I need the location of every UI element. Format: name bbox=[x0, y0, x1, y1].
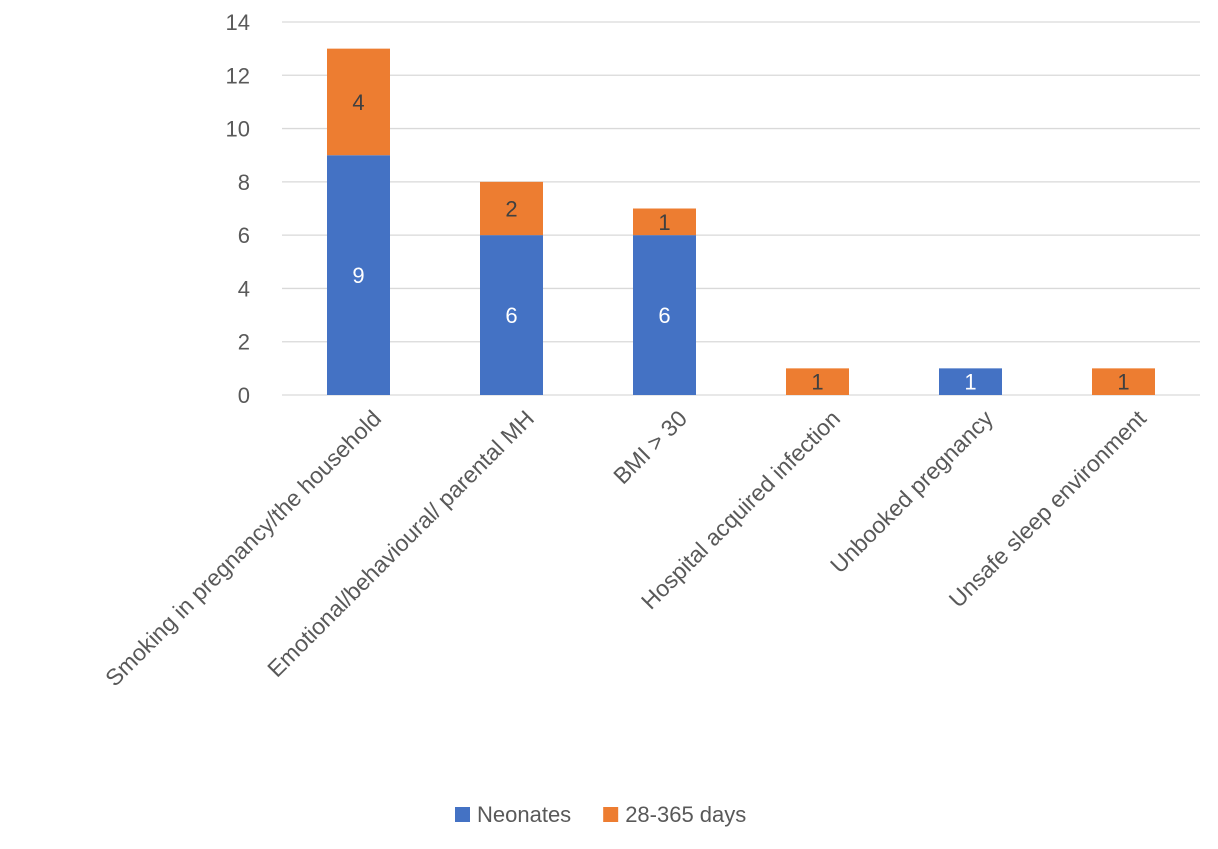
y-tick-label: 12 bbox=[226, 63, 250, 88]
bar-segment bbox=[327, 48, 390, 156]
legend-swatch bbox=[603, 807, 619, 822]
x-tick-label: BMI > 30 bbox=[608, 405, 692, 489]
y-axis: 0 2 4 6 8 10 12 14 bbox=[226, 10, 250, 408]
gridlines bbox=[282, 21, 1200, 396]
bar-segment bbox=[1092, 368, 1155, 395]
x-tick-label: Emotional/behavioural/ parental MH bbox=[262, 405, 539, 682]
legend-swatch bbox=[455, 807, 470, 822]
data-label: 9 bbox=[352, 263, 364, 288]
y-tick-label: 0 bbox=[238, 383, 250, 408]
bar-segment bbox=[939, 368, 1002, 395]
y-tick-label: 2 bbox=[238, 330, 250, 355]
y-tick-label: 10 bbox=[226, 117, 250, 142]
bars: 9 4 6 2 6 1 1 1 1 bbox=[327, 48, 1155, 395]
y-tick-label: 4 bbox=[238, 276, 250, 301]
data-label: 1 bbox=[811, 370, 823, 395]
y-tick-label: 6 bbox=[238, 223, 250, 248]
bar-segment bbox=[633, 235, 696, 395]
bar-segment bbox=[480, 235, 543, 395]
y-tick-label: 14 bbox=[226, 10, 250, 35]
legend-label: Neonates bbox=[477, 802, 571, 827]
bar-segment bbox=[480, 181, 543, 236]
data-label: 4 bbox=[352, 90, 364, 115]
y-tick-label: 8 bbox=[238, 170, 250, 195]
legend: Neonates 28-365 days bbox=[455, 802, 746, 827]
x-tick-label: Unbooked pregnancy bbox=[825, 405, 998, 578]
data-label: 1 bbox=[964, 370, 976, 395]
bar-segment bbox=[327, 155, 390, 395]
data-label: 1 bbox=[1117, 370, 1129, 395]
data-label: 6 bbox=[658, 303, 670, 328]
x-axis: Smoking in pregnancy/the householdEmotio… bbox=[100, 405, 1151, 691]
bar-segment bbox=[633, 208, 696, 236]
legend-label: 28-365 days bbox=[625, 802, 746, 827]
bar-segment bbox=[786, 368, 849, 395]
data-label: 6 bbox=[505, 303, 517, 328]
data-label: 1 bbox=[658, 210, 670, 235]
x-tick-label: Smoking in pregnancy/the household bbox=[100, 405, 386, 691]
data-label: 2 bbox=[505, 197, 517, 222]
